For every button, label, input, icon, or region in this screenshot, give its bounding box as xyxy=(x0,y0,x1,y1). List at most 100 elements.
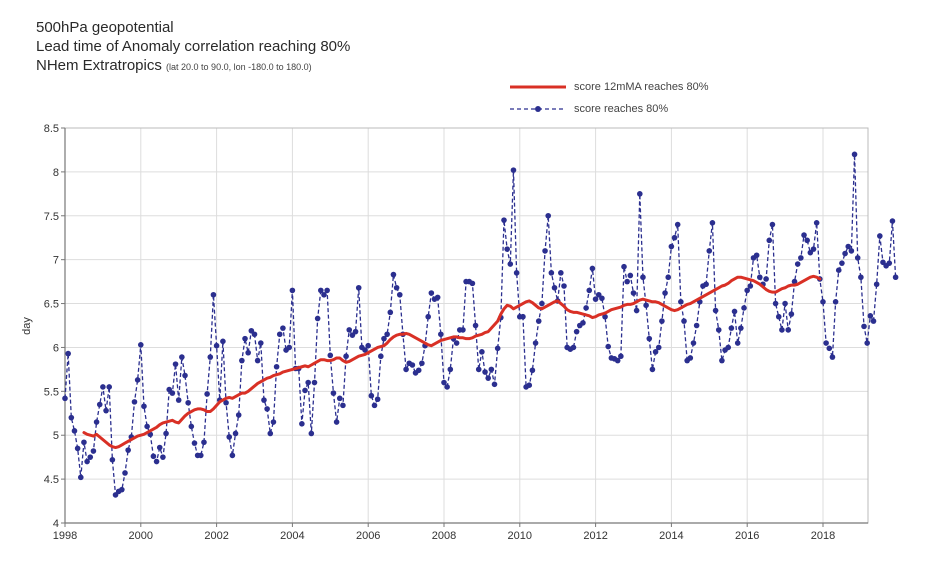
legend-label-ma: score 12mMA reaches 80% xyxy=(574,81,709,93)
score-point xyxy=(573,328,580,335)
score-point xyxy=(558,270,564,276)
score-point xyxy=(264,406,270,412)
chart-title-line3: NHem Extratropics (lat 20.0 to 90.0, lon… xyxy=(36,56,350,77)
score-point xyxy=(396,291,403,298)
x-tick-label: 2014 xyxy=(659,530,683,542)
score-point xyxy=(668,243,675,250)
score-point xyxy=(548,270,555,276)
score-point xyxy=(74,445,81,452)
score-point xyxy=(302,387,308,394)
y-tick-label: 4 xyxy=(53,518,59,530)
score-point xyxy=(561,283,567,289)
score-point xyxy=(188,423,195,430)
score-point xyxy=(551,284,558,291)
score-point xyxy=(845,243,852,250)
score-point xyxy=(671,234,678,241)
score-point xyxy=(734,340,741,346)
score-point xyxy=(599,295,605,302)
score-point xyxy=(520,313,526,320)
score-point xyxy=(330,390,337,396)
score-point xyxy=(261,397,267,403)
score-point xyxy=(570,344,577,351)
score-point xyxy=(460,327,466,333)
score-point xyxy=(491,381,498,388)
score-point xyxy=(201,439,207,446)
score-point xyxy=(156,444,163,451)
score-point xyxy=(299,421,305,427)
score-point xyxy=(788,311,795,317)
score-point xyxy=(280,325,286,331)
score-point xyxy=(539,300,545,307)
score-point xyxy=(545,212,552,219)
score-point xyxy=(621,263,627,270)
score-point xyxy=(674,221,681,228)
score-point xyxy=(529,367,536,374)
x-tick-label: 2010 xyxy=(508,530,532,542)
score-point xyxy=(769,221,776,228)
score-point xyxy=(747,283,754,289)
score-point xyxy=(652,349,659,355)
score-point xyxy=(858,274,864,281)
score-point xyxy=(744,287,750,294)
score-point xyxy=(90,448,97,454)
score-point xyxy=(447,366,454,373)
score-point xyxy=(655,344,662,351)
score-point xyxy=(314,315,321,322)
x-tick-label: 2000 xyxy=(129,530,153,542)
score-point xyxy=(179,354,185,360)
score-point xyxy=(854,255,861,261)
score-point xyxy=(479,349,485,355)
score-point xyxy=(636,191,643,197)
score-point xyxy=(109,457,116,463)
score-point xyxy=(175,397,182,403)
score-point xyxy=(731,308,738,315)
score-point xyxy=(305,379,311,386)
score-point xyxy=(226,434,233,440)
score-point xyxy=(207,354,214,360)
legend-label-score: score reaches 80% xyxy=(574,103,669,115)
grid-lines xyxy=(64,127,868,524)
score-point xyxy=(346,327,353,333)
score-point xyxy=(378,353,384,360)
score-point xyxy=(374,396,381,403)
score-point xyxy=(343,353,349,360)
score-point xyxy=(318,287,324,294)
y-axis-ticks: 4 4.5 5 5.5 6 6.5 7 7.5 8 8.5 xyxy=(44,123,65,530)
y-axis-title: day xyxy=(21,317,33,335)
score-point xyxy=(137,342,144,348)
score-point xyxy=(286,344,293,351)
score-point xyxy=(870,318,877,324)
score-point xyxy=(444,384,450,390)
score-point xyxy=(886,260,893,266)
score-point xyxy=(630,290,637,296)
score-point xyxy=(526,382,533,388)
score-point xyxy=(687,355,694,361)
score-point xyxy=(627,272,634,279)
score-point xyxy=(633,307,640,314)
score-point xyxy=(160,454,166,460)
score-point xyxy=(340,402,346,409)
x-tick-label: 2006 xyxy=(356,530,380,542)
score-point xyxy=(276,331,283,338)
score-point xyxy=(267,430,274,437)
score-point xyxy=(333,419,340,425)
score-point xyxy=(425,313,431,320)
score-point xyxy=(507,261,514,267)
score-point xyxy=(239,357,245,364)
score-point xyxy=(709,220,716,226)
score-point xyxy=(213,342,220,349)
score-point xyxy=(678,299,684,305)
score-point xyxy=(93,419,100,425)
score-point xyxy=(753,252,760,259)
score-point xyxy=(336,395,343,402)
score-point xyxy=(826,345,833,352)
score-point xyxy=(801,232,807,238)
y-tick-label: 6.5 xyxy=(44,299,59,311)
score-point xyxy=(501,217,507,223)
x-tick-label: 2016 xyxy=(735,530,759,542)
chart-title-block: 500hPa geopotential Lead time of Anomaly… xyxy=(36,18,350,77)
score-point xyxy=(68,414,75,421)
score-point xyxy=(848,248,855,254)
score-line xyxy=(64,154,897,497)
score-point xyxy=(820,299,826,305)
